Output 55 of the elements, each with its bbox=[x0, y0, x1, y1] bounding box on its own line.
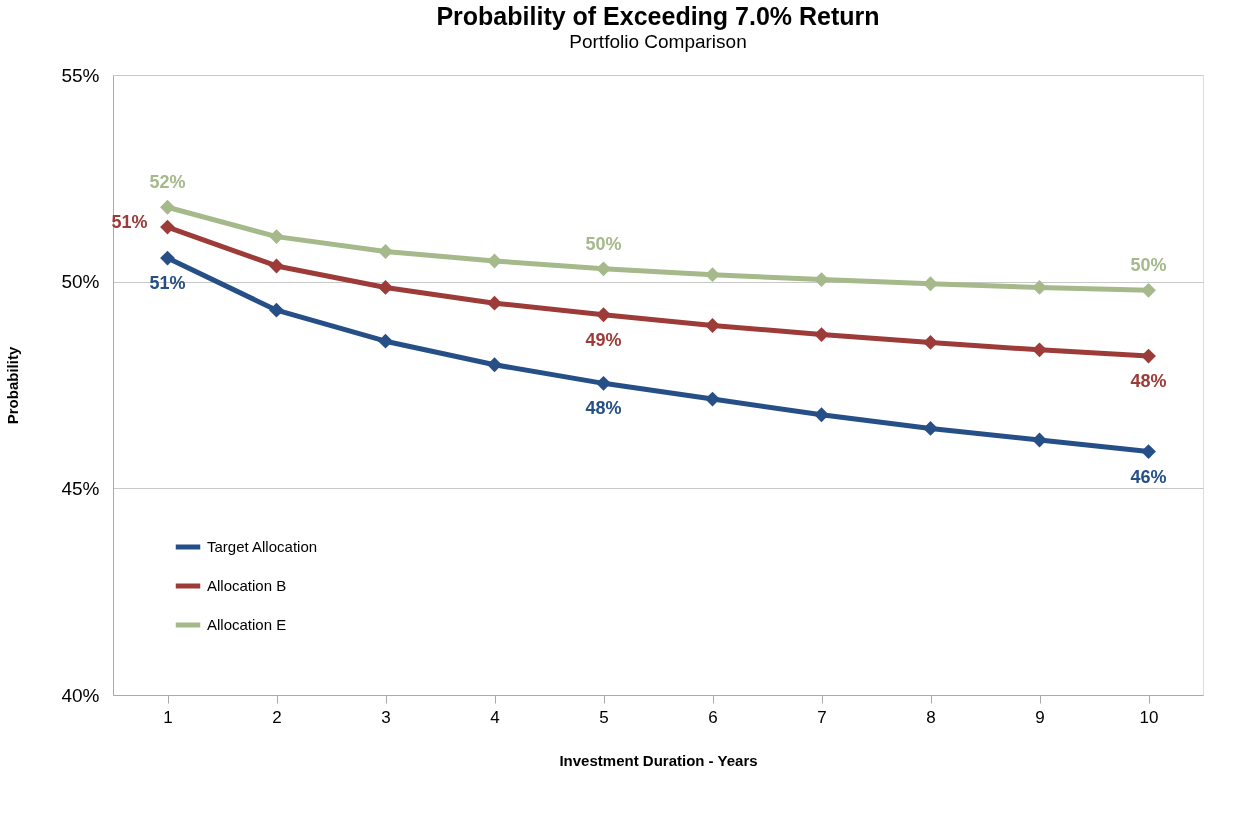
point bbox=[1141, 444, 1156, 459]
data-label: 48% bbox=[1130, 371, 1167, 392]
data-label: 52% bbox=[149, 172, 186, 193]
point bbox=[160, 219, 175, 235]
point bbox=[923, 335, 938, 350]
point bbox=[596, 307, 611, 323]
point bbox=[814, 327, 829, 342]
y-tick-label: 50% bbox=[61, 271, 100, 293]
point bbox=[705, 267, 720, 283]
point bbox=[378, 280, 393, 295]
y-tick-label: 40% bbox=[61, 684, 100, 706]
point bbox=[596, 261, 611, 277]
point bbox=[1141, 282, 1156, 298]
point bbox=[923, 276, 938, 292]
x-tick-label: 5 bbox=[599, 707, 609, 727]
point bbox=[923, 420, 938, 436]
legend-label: Allocation B bbox=[207, 577, 287, 594]
point bbox=[705, 318, 720, 333]
y-tick-label: 55% bbox=[61, 64, 100, 86]
point bbox=[814, 272, 829, 288]
x-tick-label: 3 bbox=[381, 707, 391, 727]
point bbox=[378, 244, 393, 259]
x-tick-label: 8 bbox=[926, 707, 936, 727]
x-axis-title: Investment Duration - Years bbox=[559, 751, 758, 769]
x-tick-label: 1 bbox=[163, 707, 173, 727]
point bbox=[160, 250, 175, 266]
point bbox=[814, 407, 829, 423]
x-tick-label: 7 bbox=[817, 707, 827, 727]
point bbox=[269, 229, 284, 245]
point bbox=[160, 199, 175, 215]
point bbox=[1032, 280, 1047, 295]
x-tick-label: 6 bbox=[708, 707, 718, 727]
point bbox=[487, 357, 502, 373]
data-label: 49% bbox=[585, 329, 622, 350]
data-label: 51% bbox=[111, 212, 148, 233]
point bbox=[1032, 342, 1047, 358]
x-tick-label: 10 bbox=[1139, 707, 1159, 727]
chart-subtitle: Portfolio Comparison bbox=[569, 31, 747, 52]
legend-label: Target Allocation bbox=[207, 538, 318, 555]
legend-label: Allocation E bbox=[207, 616, 287, 633]
data-label: 50% bbox=[585, 233, 622, 254]
point bbox=[269, 302, 284, 318]
data-label: 50% bbox=[1130, 255, 1167, 276]
chart-title: Probability of Exceeding 7.0% Return bbox=[436, 2, 880, 30]
x-tick-label: 9 bbox=[1035, 707, 1045, 727]
point bbox=[596, 375, 611, 391]
data-label: 51% bbox=[149, 273, 186, 294]
x-tick-label: 2 bbox=[272, 707, 282, 727]
point bbox=[378, 333, 393, 349]
data-label: 48% bbox=[585, 398, 622, 419]
y-axis-title: Probability bbox=[4, 346, 22, 425]
x-tick-label: 4 bbox=[490, 707, 500, 727]
y-tick-label: 45% bbox=[61, 477, 100, 499]
data-label: 46% bbox=[1130, 466, 1167, 487]
point bbox=[487, 295, 502, 311]
